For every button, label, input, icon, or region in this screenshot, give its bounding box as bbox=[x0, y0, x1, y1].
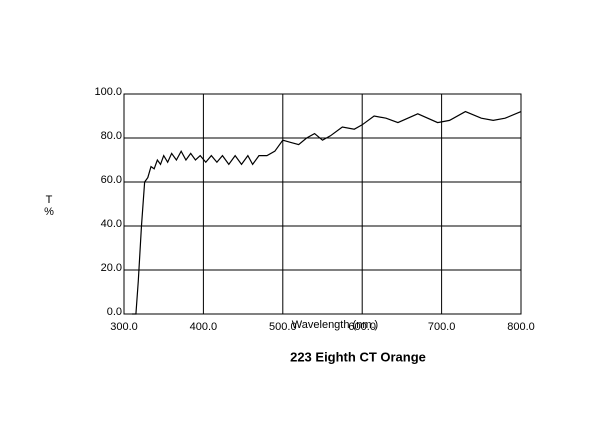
y-tick-label: 80.0 bbox=[101, 130, 122, 142]
line-series bbox=[131, 110, 522, 315]
y-tick-label: 20.0 bbox=[101, 262, 122, 274]
y-tick-label: 60.0 bbox=[101, 174, 122, 186]
x-tick-label: 600.0 bbox=[348, 321, 376, 333]
x-tick-label: 500.0 bbox=[269, 321, 297, 333]
x-tick-label: 700.0 bbox=[428, 321, 456, 333]
y-tick-label: 0.0 bbox=[107, 306, 122, 318]
x-tick-label: 400.0 bbox=[190, 321, 218, 333]
x-tick-label: 300.0 bbox=[110, 321, 138, 333]
chart-title: 223 Eighth CT Orange bbox=[290, 349, 426, 364]
y-axis-label: % bbox=[44, 206, 54, 218]
x-axis-label: Wavelength (nm.) bbox=[292, 319, 378, 331]
y-tick-label: 40.0 bbox=[101, 218, 122, 230]
x-tick-label: 800.0 bbox=[507, 321, 535, 333]
y-axis-label: T bbox=[46, 194, 53, 206]
y-tick-label: 100.0 bbox=[94, 86, 122, 98]
